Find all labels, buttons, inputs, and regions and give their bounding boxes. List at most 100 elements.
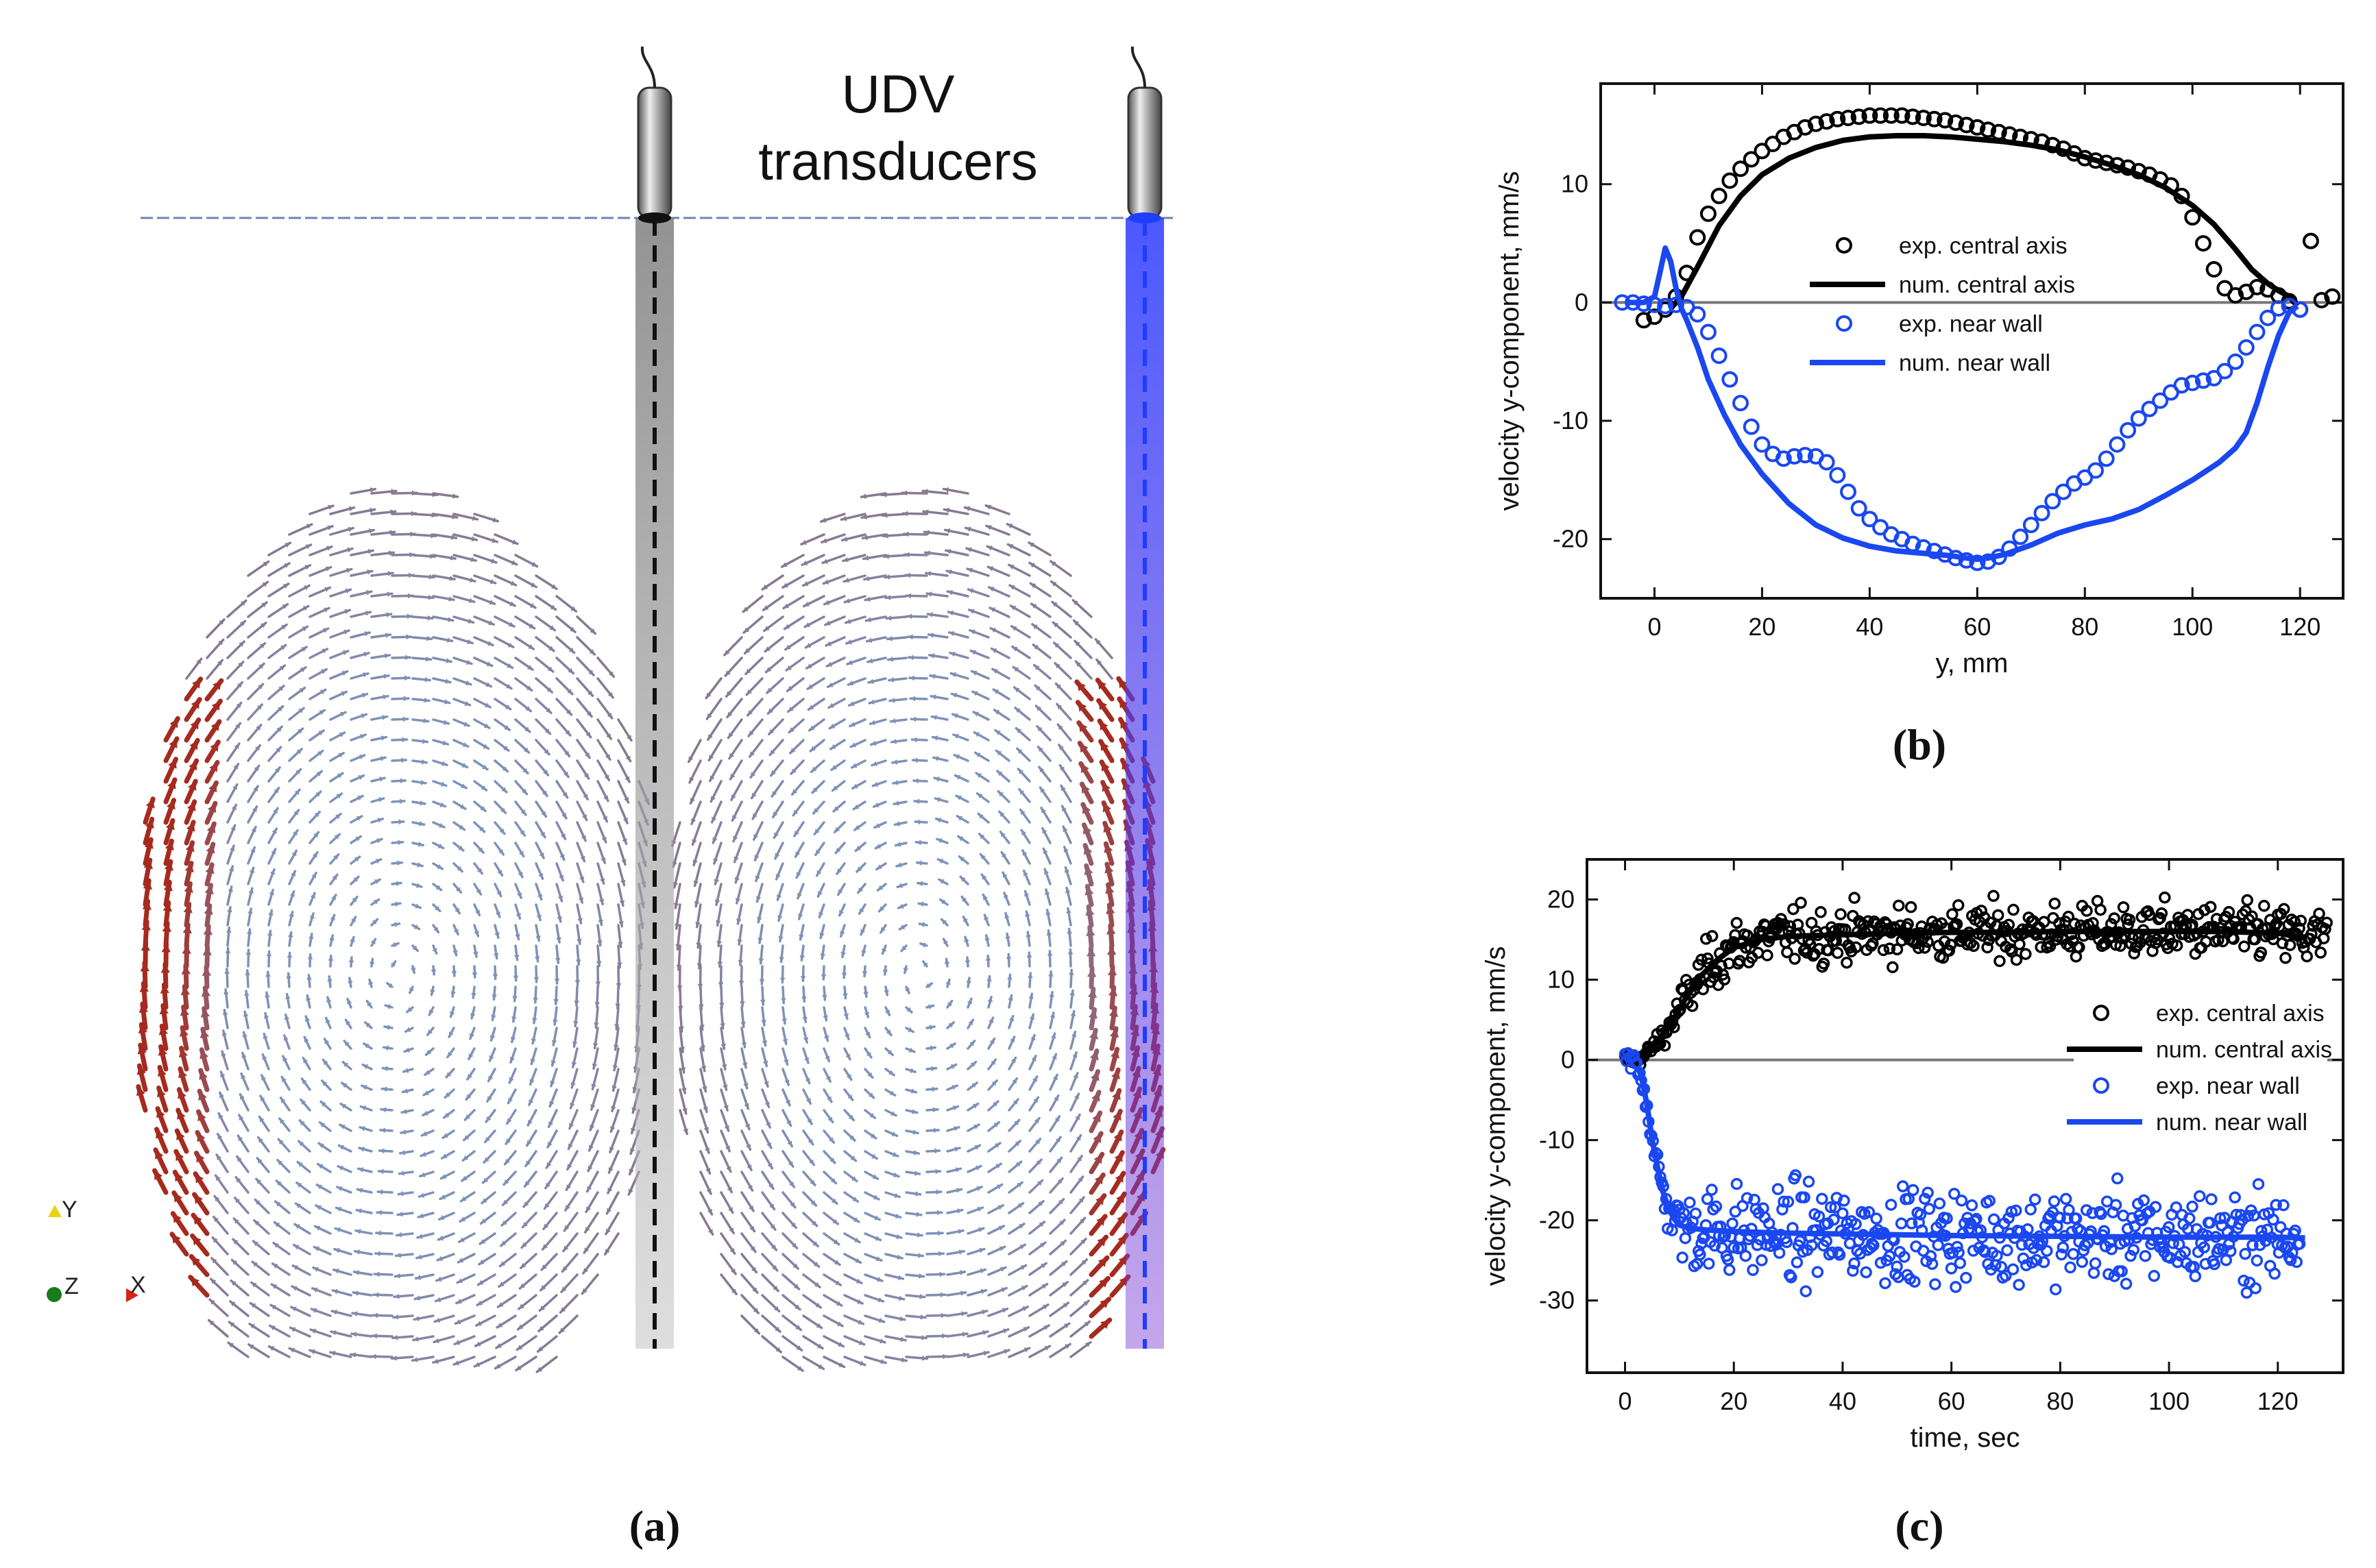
- flow-arrow-head: [430, 553, 435, 559]
- flow-arrow-head: [213, 1216, 219, 1223]
- flow-arrow-head: [605, 1249, 610, 1255]
- data-point: [1848, 892, 1860, 904]
- flow-arrow-head: [537, 1367, 543, 1372]
- flow-arrow-head: [488, 1075, 494, 1081]
- flow-arrow-head: [323, 1059, 328, 1066]
- flow-arrow-head: [509, 1077, 514, 1083]
- data-point: [2243, 1276, 2256, 1289]
- flow-arrow-head: [217, 1134, 223, 1140]
- flow-arrow-head: [250, 1303, 256, 1308]
- flow-arrow-head: [559, 854, 565, 860]
- flow-arrow-head: [310, 1349, 315, 1355]
- flow-arrow-head: [386, 612, 391, 617]
- data-point: [2076, 1255, 2088, 1269]
- flow-arrow-head: [256, 724, 261, 731]
- data-point: [1965, 1199, 1978, 1212]
- flow-arrow-head: [450, 555, 456, 561]
- flow-arrow-head: [562, 792, 568, 798]
- flow-arrow-head: [436, 1276, 442, 1282]
- flow-arrow-head: [579, 877, 585, 882]
- flow-arrow-head: [520, 809, 526, 815]
- flow-arrow-head: [201, 988, 211, 997]
- flow-arrow-head: [842, 536, 848, 542]
- flow-arrow-head: [598, 898, 605, 905]
- flow-arrow-head: [299, 687, 305, 693]
- flow-arrow-head: [265, 972, 271, 977]
- flow-arrow-head: [945, 548, 951, 554]
- flow-arrow-head: [318, 731, 324, 736]
- flow-arrow-head: [582, 814, 587, 820]
- flow-arrow-head: [259, 643, 265, 649]
- flow-arrow-head: [196, 1153, 205, 1163]
- flow-arrow-head: [309, 913, 315, 919]
- flow-arrow-head: [469, 1033, 474, 1039]
- data-point: [1799, 1285, 1812, 1297]
- flow-arrow-head: [585, 731, 591, 737]
- data-point: [2007, 903, 2020, 916]
- flow-arrow-head: [884, 554, 889, 559]
- flow-arrow-head: [334, 1248, 340, 1253]
- data-point: [1955, 1195, 1968, 1207]
- flow-arrow-head: [285, 994, 291, 999]
- flow-arrow-head: [398, 1211, 403, 1217]
- flow-arrow-head: [254, 1220, 260, 1226]
- data-point: [2013, 1279, 2025, 1291]
- flow-arrow-head: [448, 617, 453, 622]
- flow-arrow-head: [413, 1336, 419, 1342]
- flow-arrow-head: [276, 747, 281, 752]
- flow-arrow-head: [561, 813, 566, 818]
- chart-c-xlabel: time, sec: [1910, 1423, 2020, 1453]
- flow-arrow-head: [403, 1068, 409, 1073]
- flow-arrow-head: [416, 1254, 422, 1260]
- flow-arrow-head: [536, 914, 542, 920]
- flow-arrow-head: [400, 778, 406, 784]
- flow-arrow-head: [167, 779, 176, 789]
- flow-arrow-head: [337, 773, 343, 779]
- flow-arrow-head: [498, 1282, 505, 1287]
- flow-arrow-head: [470, 577, 475, 583]
- flow-arrow-head: [478, 1259, 485, 1264]
- flow-arrow-head: [209, 762, 217, 772]
- flow-arrow-head: [461, 763, 468, 768]
- flow-arrow-head: [178, 1089, 186, 1099]
- flow-arrow-head: [611, 1105, 616, 1112]
- flow-arrow-head: [557, 916, 562, 922]
- flow-arrow-head: [289, 911, 294, 918]
- flow-arrow-head: [535, 935, 541, 941]
- flow-arrow-head: [332, 1310, 337, 1315]
- flow-arrow-head: [563, 771, 569, 777]
- flow-arrow-head: [189, 761, 197, 771]
- flow-arrow-head: [502, 1220, 507, 1225]
- flow-arrow-head: [582, 1288, 587, 1294]
- flow-arrow-head: [629, 1148, 635, 1154]
- flow-arrow-head: [395, 1273, 400, 1279]
- flow-arrow-head: [392, 1334, 398, 1340]
- flow-arrow-head: [353, 877, 359, 883]
- flow-arrow-head: [385, 633, 391, 638]
- flow-arrow-head: [221, 1051, 226, 1057]
- flow-arrow-head: [238, 1136, 243, 1142]
- flow-arrow-head: [397, 860, 402, 866]
- flow-arrow-head: [140, 962, 149, 972]
- flow-arrow-head: [254, 765, 259, 772]
- flow-arrow-head: [326, 997, 332, 1003]
- flow-arrow-head: [606, 733, 611, 739]
- flow-arrow-head: [526, 1140, 532, 1146]
- flow-arrow-head: [379, 776, 385, 782]
- flow-arrow-head: [294, 789, 300, 796]
- flow-arrow-head: [481, 1218, 487, 1224]
- data-point: [2313, 907, 2325, 920]
- flow-arrow-head: [522, 788, 527, 794]
- flow-arrow-head: [391, 1355, 397, 1361]
- flow-arrow-head: [283, 1035, 289, 1041]
- flow-arrow-head: [276, 726, 282, 733]
- flow-arrow-head: [559, 1327, 565, 1333]
- flow-arrow-head: [277, 1160, 283, 1166]
- data-point: [2268, 1267, 2281, 1280]
- flow-arrow-head: [1008, 544, 1014, 549]
- flow-arrow-head: [431, 969, 437, 975]
- flow-arrow-head: [554, 979, 560, 984]
- data-point: [2239, 1247, 2251, 1260]
- flow-arrow-head: [169, 718, 178, 728]
- flow-arrow-head: [802, 560, 808, 565]
